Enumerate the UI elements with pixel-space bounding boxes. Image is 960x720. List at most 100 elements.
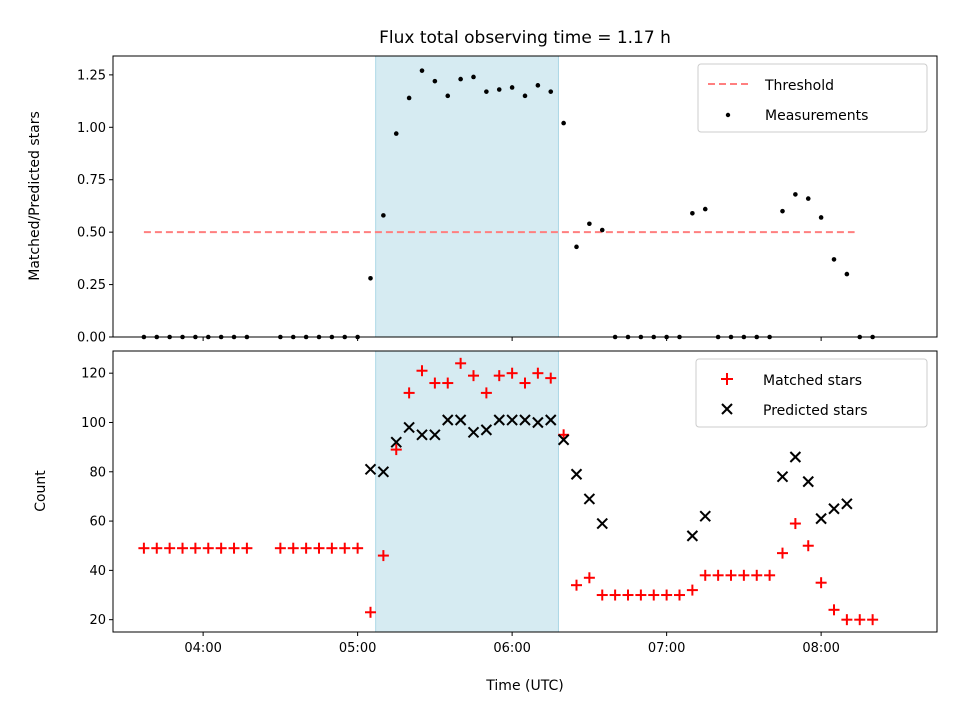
matched-star-point	[674, 589, 685, 601]
matched-star-point	[455, 357, 467, 369]
matched-star-point	[699, 569, 711, 581]
predicted-star-point	[442, 414, 454, 426]
matched-star-point	[202, 542, 214, 554]
matched-star-point	[609, 589, 621, 601]
measurement-point	[368, 275, 373, 281]
predicted-star-point	[776, 471, 789, 483]
matched-star-point	[377, 550, 389, 562]
x-axis-label: Time (UTC)	[485, 678, 563, 694]
matched-star-point	[313, 542, 325, 554]
matched-star-point	[241, 542, 253, 554]
predicted-legend-swatch	[721, 403, 733, 415]
measurement-point	[690, 210, 695, 216]
matched-star-point	[506, 367, 518, 379]
x-tick-label: 08:00	[802, 641, 839, 656]
matched-star-point	[429, 377, 441, 389]
y-tick-label: 0.00	[77, 331, 106, 346]
measurement-point	[496, 87, 502, 92]
top-legend-box	[697, 63, 928, 133]
measurement-point	[484, 89, 489, 94]
y-tick-label: 100	[81, 416, 106, 431]
matched-star-point	[480, 387, 492, 399]
matched-star-point	[841, 614, 853, 626]
y-tick-label: 40	[89, 564, 106, 579]
y-tick-label: 60	[89, 515, 106, 530]
predicted-star-point	[377, 466, 390, 478]
matched-star-point	[390, 444, 402, 456]
measurement-point	[574, 244, 579, 250]
matched-star-point	[622, 589, 634, 601]
measurement-point	[471, 74, 476, 80]
bottom-legend: Matched stars Predicted stars	[695, 358, 928, 428]
measurement-point	[393, 131, 399, 136]
matched-star-point	[738, 569, 750, 581]
predicted-star-point	[454, 414, 467, 426]
top-y-axis-label: Matched/Predicted stars	[27, 111, 43, 281]
bottom-legend-box	[695, 358, 928, 428]
top-y-axis: 0.00 0.25 0.50 0.75 1.00 1.25	[77, 68, 113, 346]
matched-star-point	[468, 370, 479, 382]
predicted-star-point	[841, 498, 853, 510]
top-legend: Threshold Measurements	[697, 63, 928, 133]
measurement-point	[522, 93, 528, 99]
bottom-y-axis: 20 40 60 80 100 120	[81, 367, 113, 628]
predicted-star-point	[699, 510, 711, 522]
measurement-point	[561, 120, 566, 126]
matched-star-point	[571, 579, 582, 591]
matched-star-point	[854, 614, 866, 626]
predicted-star-point	[416, 429, 428, 441]
matched-star-point	[189, 542, 201, 554]
matched-star-point	[274, 542, 286, 554]
measurement-point	[406, 95, 412, 101]
predicted-star-point	[480, 424, 493, 436]
top-panel: 0.00 0.25 0.50 0.75 1.00 1.25 Matched/Predict…	[27, 55, 938, 346]
matched-star-point	[365, 606, 376, 618]
matched-star-point	[442, 377, 454, 389]
measurements-legend-swatch	[725, 112, 731, 118]
matched-star-point	[815, 577, 827, 589]
matched-star-point	[725, 569, 737, 581]
matched-star-point	[177, 542, 189, 554]
matched-star-point	[519, 377, 531, 389]
measurement-point	[535, 83, 541, 88]
measurement-point	[432, 78, 438, 84]
predicted-star-point	[815, 512, 827, 525]
matched-star-point	[532, 367, 544, 379]
matched-star-point	[326, 542, 338, 554]
matched-star-point	[228, 542, 240, 554]
y-tick-label: 0.25	[77, 278, 106, 293]
predicted-star-point	[596, 517, 608, 530]
matched-star-point	[789, 518, 801, 530]
measurement-point	[599, 227, 605, 233]
threshold-legend-label: Threshold	[764, 78, 834, 94]
predicted-star-point	[828, 503, 840, 515]
y-tick-label: 20	[89, 613, 106, 628]
measurement-point	[702, 206, 708, 212]
predicted-star-point	[390, 436, 402, 448]
top-x-ticks	[202, 337, 822, 341]
matched-star-point	[493, 370, 505, 382]
top-axes-frame	[112, 55, 938, 338]
predicted-star-point	[557, 434, 570, 446]
predicted-star-point	[506, 414, 518, 426]
y-tick-label: 80	[89, 465, 106, 480]
predicted-star-point	[570, 468, 583, 480]
matched-star-point	[352, 542, 364, 554]
measurement-point	[548, 89, 554, 94]
measurements-legend-label: Measurements	[765, 108, 868, 124]
matched-star-point	[648, 589, 660, 601]
y-tick-label: 1.25	[77, 68, 106, 83]
matched-star-point	[867, 614, 879, 626]
matched-star-point	[686, 584, 698, 596]
matched-star-point	[635, 589, 647, 601]
measurement-point	[831, 257, 837, 262]
measurement-point	[458, 76, 463, 82]
measurement-point	[780, 208, 785, 214]
matched-star-point	[596, 589, 608, 601]
matched-star-point	[138, 542, 150, 554]
predicted-star-point	[519, 414, 531, 426]
matched-star-point	[287, 542, 299, 554]
matched-star-point	[777, 547, 788, 559]
matched-star-point	[339, 542, 351, 554]
predicted-star-point	[364, 463, 377, 476]
